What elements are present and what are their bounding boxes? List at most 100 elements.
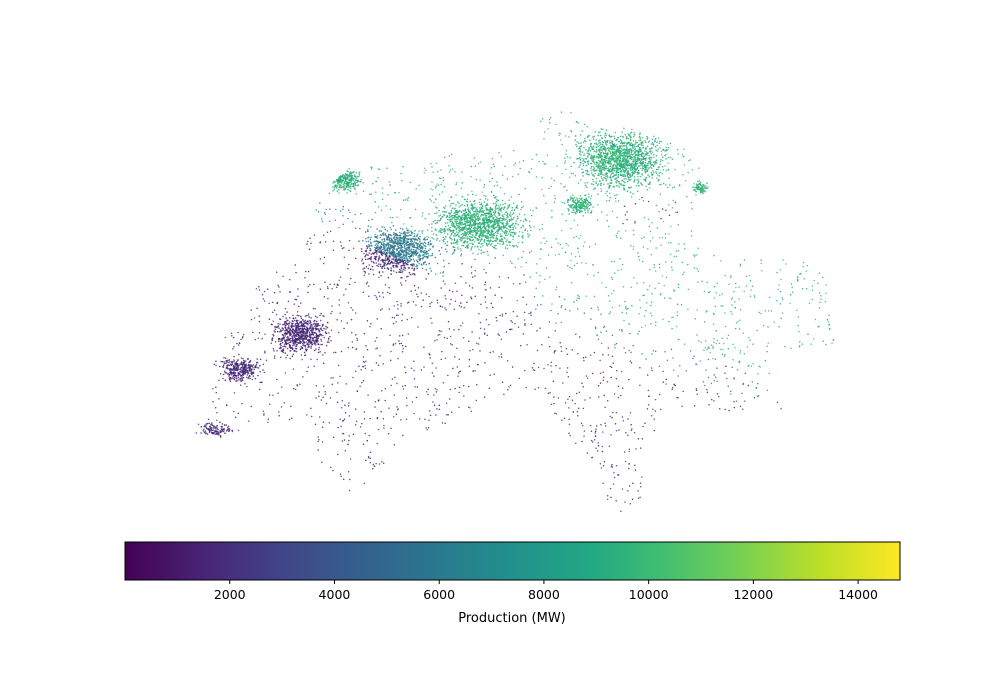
scatter-point xyxy=(498,209,500,212)
scatter-point xyxy=(385,255,387,257)
scatter-point xyxy=(295,343,298,346)
scatter-point xyxy=(282,348,285,350)
scatter-point xyxy=(241,379,244,382)
scatter-point xyxy=(387,249,389,251)
scatter-point xyxy=(282,329,284,331)
scatter-point xyxy=(213,431,215,434)
scatter-point xyxy=(322,324,325,326)
scatter-point xyxy=(584,206,586,208)
scatter-point xyxy=(416,259,418,262)
scatter-point xyxy=(469,229,472,231)
scatter-point xyxy=(642,152,645,155)
scatter-point xyxy=(392,266,395,268)
scatter-point xyxy=(610,173,613,176)
scatter-point xyxy=(282,327,285,330)
scatter-point xyxy=(631,171,633,174)
scatter-point xyxy=(498,214,501,216)
scatter-point xyxy=(370,241,372,244)
scatter-point xyxy=(410,242,413,244)
scatter-point xyxy=(599,156,602,159)
scatter-point xyxy=(274,331,277,333)
scatter-point xyxy=(516,246,519,248)
scatter-point xyxy=(581,130,584,132)
scatter-point xyxy=(395,238,398,241)
scatter-point xyxy=(496,226,498,228)
scatter-point xyxy=(628,149,631,151)
scatter-point xyxy=(625,163,628,165)
scatter-point xyxy=(652,144,655,146)
scatter-point xyxy=(402,268,405,271)
scatter-point xyxy=(508,220,511,223)
scatter-point xyxy=(432,238,435,240)
scatter-point xyxy=(250,364,252,366)
scatter-point xyxy=(601,168,604,171)
scatter-point xyxy=(605,149,607,151)
scatter-point xyxy=(432,245,435,247)
scatter-point xyxy=(380,234,383,236)
scatter-point xyxy=(382,271,384,273)
scatter-point xyxy=(427,229,429,232)
scatter-point xyxy=(311,333,314,335)
scatter-point xyxy=(631,157,633,159)
scatter-point xyxy=(275,326,278,329)
scatter-point xyxy=(596,155,598,158)
scatter-point xyxy=(488,226,490,229)
scatter-point xyxy=(383,267,386,270)
scatter-point xyxy=(286,323,289,326)
scatter-point xyxy=(494,207,497,209)
scatter-point xyxy=(446,233,449,235)
scatter-point xyxy=(289,338,291,341)
scatter-point xyxy=(418,254,421,257)
scatter-point xyxy=(470,247,473,250)
scatter-point xyxy=(607,183,609,185)
scatter-point xyxy=(408,229,410,232)
scatter-point xyxy=(618,149,621,152)
scatter-point xyxy=(496,234,498,237)
scatter-point xyxy=(588,174,590,176)
scatter-point xyxy=(452,202,455,205)
scatter-point xyxy=(459,222,462,225)
scatter-point xyxy=(501,215,504,217)
scatter-point xyxy=(652,171,655,174)
scatter-point xyxy=(446,214,449,217)
scatter-point xyxy=(295,350,298,353)
scatter-point xyxy=(581,168,583,170)
scatter-point xyxy=(508,206,510,208)
scatter-point xyxy=(573,196,576,199)
scatter-point xyxy=(503,213,506,215)
scatter-point xyxy=(493,224,495,226)
scatter-point xyxy=(454,233,456,235)
scatter-point xyxy=(669,142,672,145)
scatter-point xyxy=(305,341,308,343)
scatter-point xyxy=(430,243,433,245)
scatter-point xyxy=(575,207,578,209)
scatter-point xyxy=(584,161,586,164)
scatter-point xyxy=(634,156,636,159)
scatter-point xyxy=(278,337,281,340)
scatter-point xyxy=(468,221,470,223)
scatter-point xyxy=(510,224,513,227)
scatter-point xyxy=(587,149,590,152)
scatter-point xyxy=(636,149,638,152)
scatter-point xyxy=(376,244,379,246)
scatter-point xyxy=(632,162,634,165)
scatter-point xyxy=(438,209,440,212)
scatter-point xyxy=(515,205,518,208)
scatter-point xyxy=(648,160,650,163)
scatter-point xyxy=(592,155,594,157)
scatter-point xyxy=(613,154,615,157)
scatter-point xyxy=(502,203,504,206)
scatter-point xyxy=(349,171,352,173)
scatter-point xyxy=(595,161,598,164)
scatter-point xyxy=(301,333,303,336)
scatter-point xyxy=(419,235,421,238)
scatter-point xyxy=(274,326,276,328)
scatter-point xyxy=(219,373,222,375)
scatter-point xyxy=(326,341,329,343)
scatter-point xyxy=(268,318,271,321)
scatter-point xyxy=(495,236,498,238)
scatter-point xyxy=(325,332,328,335)
scatter-point xyxy=(339,187,341,189)
scatter-point xyxy=(451,207,454,209)
scatter-point xyxy=(484,205,487,207)
